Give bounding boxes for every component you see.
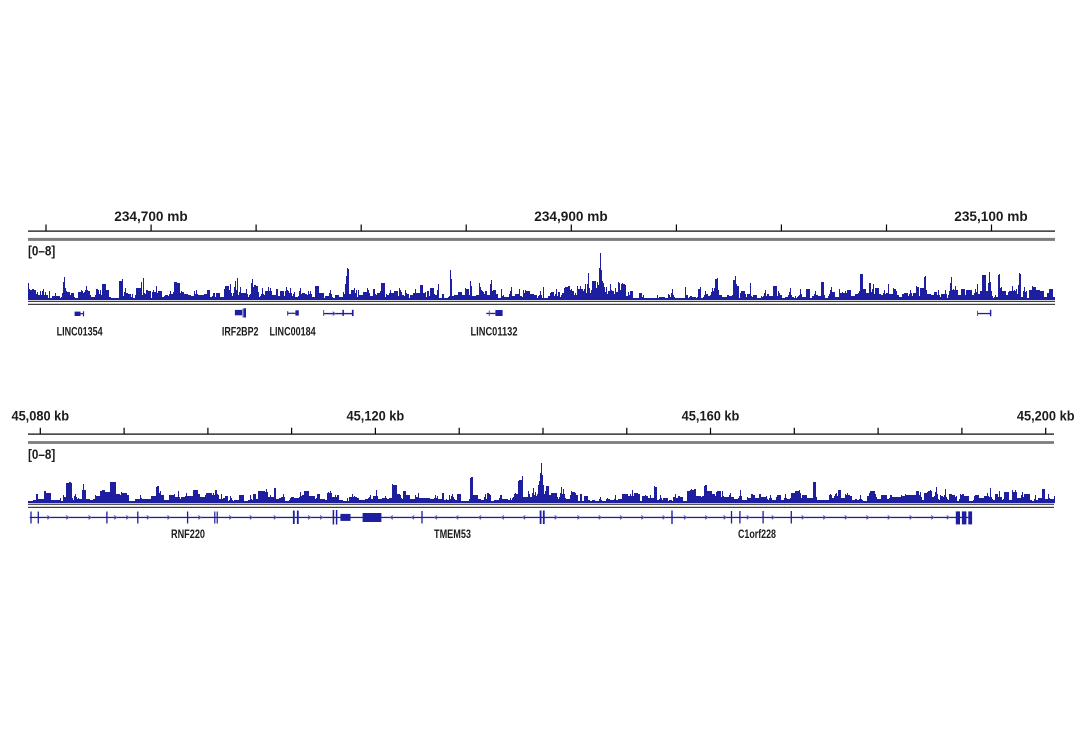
svg-text:LINC00184: LINC00184 — [270, 324, 316, 338]
svg-text:45,160 kb: 45,160 kb — [682, 408, 740, 424]
svg-text:45,200 kb: 45,200 kb — [1017, 408, 1075, 424]
svg-text:IRF2BP2: IRF2BP2 — [222, 324, 259, 338]
svg-text:234,700 mb: 234,700 mb — [114, 208, 188, 224]
svg-text:C1orf228: C1orf228 — [738, 527, 776, 541]
svg-text:45,120 kb: 45,120 kb — [347, 408, 405, 424]
svg-text:[0–8]: [0–8] — [28, 446, 55, 462]
svg-text:LINC01354: LINC01354 — [57, 324, 103, 338]
svg-text:235,100 mb: 235,100 mb — [954, 208, 1028, 224]
svg-text:[0–8]: [0–8] — [28, 243, 55, 259]
svg-text:RNF220: RNF220 — [171, 527, 205, 541]
svg-text:LINC01132: LINC01132 — [471, 324, 518, 338]
svg-text:234,900 mb: 234,900 mb — [534, 208, 608, 224]
svg-text:TMEM53: TMEM53 — [434, 527, 471, 541]
svg-text:45,080 kb: 45,080 kb — [11, 408, 69, 424]
